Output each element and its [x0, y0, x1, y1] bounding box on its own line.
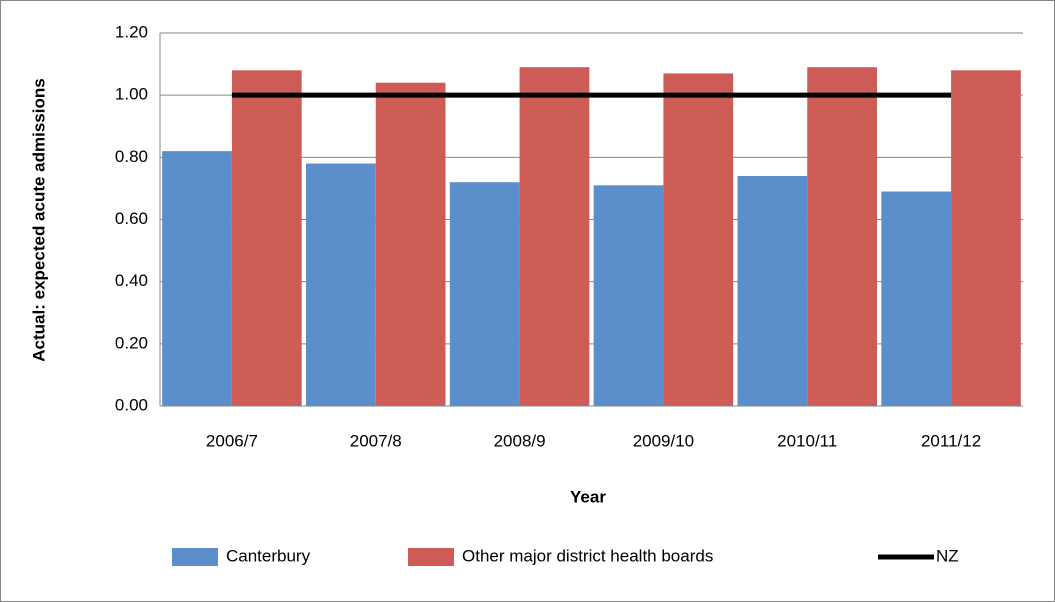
x-tick-label: 2011/12 — [921, 431, 981, 450]
x-tick-label: 2008/9 — [494, 431, 546, 450]
bar — [881, 191, 952, 406]
bar — [737, 175, 808, 406]
bar — [663, 73, 734, 407]
x-axis-label: Year — [570, 487, 606, 506]
x-tick-label: 2010/11 — [777, 431, 837, 450]
legend-swatch — [172, 548, 218, 566]
legend-label: Other major district health boards — [462, 546, 713, 565]
bar — [449, 182, 520, 406]
y-axis-label: Actual: expected acute admissions — [29, 78, 48, 361]
legend-swatch — [408, 548, 454, 566]
y-tick-label: 0.60 — [115, 209, 148, 228]
bar — [519, 67, 590, 407]
x-tick-label: 2006/7 — [206, 431, 258, 450]
bar — [162, 151, 232, 406]
x-tick-label: 2007/8 — [350, 431, 402, 450]
y-tick-label: 0.20 — [115, 333, 148, 352]
legend-label: Canterbury — [226, 546, 311, 565]
y-tick-label: 1.20 — [115, 22, 148, 41]
bar — [305, 163, 376, 406]
bar — [231, 70, 302, 407]
bar — [807, 67, 878, 407]
y-tick-label: 1.00 — [115, 85, 148, 104]
bar — [593, 185, 664, 406]
y-tick-label: 0.40 — [115, 271, 148, 290]
y-tick-label: 0.80 — [115, 147, 148, 166]
x-tick-label: 2009/10 — [633, 431, 694, 450]
bar — [951, 70, 1021, 407]
y-tick-label: 0.00 — [115, 395, 148, 414]
legend-label: NZ — [936, 546, 959, 565]
bar — [375, 82, 446, 406]
